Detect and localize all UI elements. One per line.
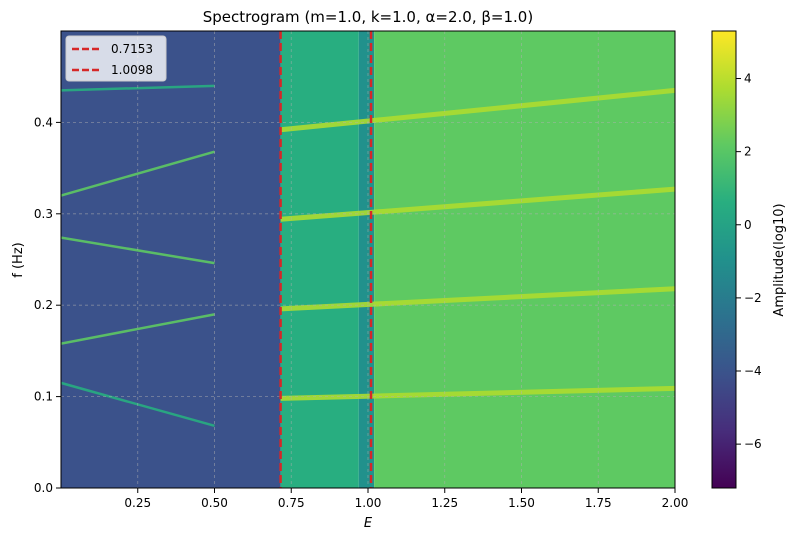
x-tick-label-5: 1.50 — [508, 496, 535, 510]
ridge-3 — [280, 186, 675, 222]
y-tick-label-4: 0.4 — [34, 115, 53, 129]
heatmap-region-2 — [280, 31, 359, 488]
colorbar-tick-label-1: −4 — [744, 364, 762, 378]
ridge-2 — [280, 385, 675, 401]
colorbar-label: Amplitude(log10) — [772, 203, 787, 316]
y-axis-label: f (Hz) — [11, 242, 26, 277]
legend-label-1: 1.0098 — [111, 63, 153, 77]
x-tick-label-7: 2.00 — [662, 496, 689, 510]
x-tick-label-6: 1.75 — [585, 496, 612, 510]
y-tick-label-1: 0.1 — [34, 390, 53, 404]
y-tick-label-3: 0.3 — [34, 207, 53, 221]
colorbar-tick-label-0: −6 — [744, 437, 762, 451]
heatmap-region-1 — [214, 31, 281, 488]
ridge-0 — [280, 286, 675, 312]
legend-label-0: 0.7153 — [111, 42, 153, 56]
ridge-1 — [280, 87, 675, 133]
ridge-8 — [61, 84, 215, 92]
heatmap-area — [61, 31, 675, 488]
legend: 0.7153 1.0098 — [65, 35, 167, 82]
spectral-ridges — [61, 84, 675, 428]
legend-box — [65, 35, 167, 82]
marker-lines — [279, 31, 373, 488]
colorbar — [711, 30, 737, 489]
x-axis-ticks: 0.25 0.50 0.75 1.00 1.25 1.50 1.75 2.00 — [124, 488, 688, 510]
colorbar-tick-label-5: 4 — [744, 72, 752, 86]
y-axis-ticks: 0.0 0.1 0.2 0.3 0.4 — [34, 115, 61, 495]
x-tick-label-3: 1.00 — [355, 496, 382, 510]
y-tick-label-2: 0.2 — [34, 298, 53, 312]
heatmap-region-4 — [374, 31, 675, 488]
ridge-4 — [61, 313, 215, 345]
grid-lines — [61, 31, 675, 488]
colorbar-tick-label-2: −2 — [744, 291, 762, 305]
x-tick-label-2: 0.75 — [278, 496, 305, 510]
colorbar-tick-label-3: 0 — [744, 218, 752, 232]
x-axis-label: E — [364, 516, 373, 531]
x-tick-label-0: 0.25 — [124, 496, 151, 510]
x-tick-label-4: 1.25 — [431, 496, 458, 510]
ridge-6 — [61, 150, 215, 197]
y-tick-label-0: 0.0 — [34, 481, 53, 495]
chart-title: Spectrogram (m=1.0, k=1.0, α=2.0, β=1.0) — [203, 8, 533, 26]
ridge-5 — [61, 236, 215, 265]
colorbar-ticks: −6 −4 −2 0 2 4 — [736, 72, 762, 451]
x-tick-label-1: 0.50 — [201, 496, 228, 510]
colorbar-tick-label-4: 2 — [744, 145, 752, 159]
